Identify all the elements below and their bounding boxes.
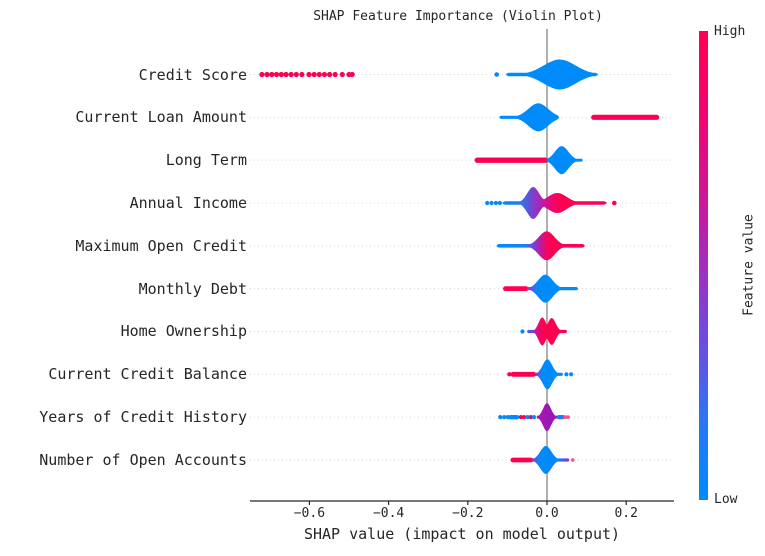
- feature-label: Home Ownership: [120, 322, 247, 341]
- x-tick-label: −0.2: [452, 506, 484, 521]
- feature-label: Credit Score: [138, 65, 247, 84]
- x-tick-label: −0.4: [372, 506, 405, 521]
- x-tick-label: 0.0: [535, 506, 559, 521]
- feature-label: Number of Open Accounts: [39, 450, 247, 469]
- feature-label: Monthly Debt: [138, 279, 247, 298]
- feature-label: Current Loan Amount: [75, 108, 247, 127]
- chart-title: SHAP Feature Importance (Violin Plot): [313, 9, 603, 24]
- feature-label: Annual Income: [129, 193, 247, 212]
- feature-label: Maximum Open Credit: [75, 236, 247, 255]
- feature-label: Current Credit Balance: [48, 365, 247, 384]
- feature-label: Long Term: [165, 151, 247, 170]
- feature-label: Years of Credit History: [39, 408, 247, 427]
- x-axis-label: SHAP value (impact on model output): [303, 525, 621, 543]
- colorbar-high-label: High: [714, 24, 746, 39]
- x-tick-label: −0.6: [293, 506, 326, 521]
- colorbar-low-label: Low: [714, 492, 738, 507]
- x-tick-label: 0.2: [614, 506, 638, 521]
- colorbar-title: Feature value: [741, 214, 757, 316]
- colorbar-gradient: [699, 31, 708, 500]
